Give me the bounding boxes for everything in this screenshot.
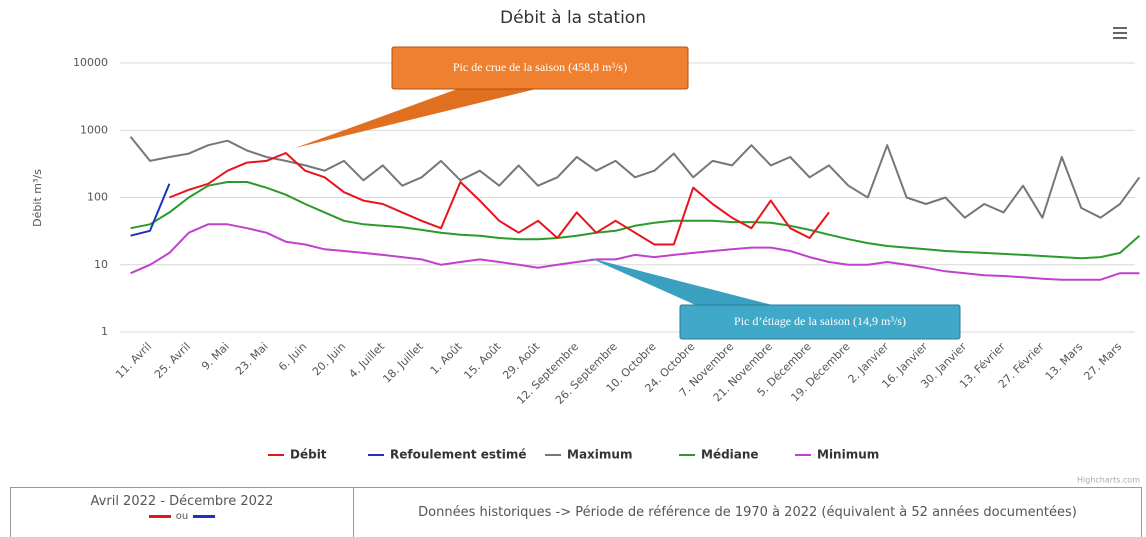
period-cell: Avril 2022 - Décembre 2022 ou [11,488,354,537]
x-tick-label: 25. Avril [152,340,193,381]
legend-label: Maximum [567,448,632,462]
x-tick-label: 1. Août [428,340,465,377]
x-tick-label: 23. Mai [233,340,271,378]
menu-icon[interactable] [1113,27,1127,39]
history: Données historiques -> Période de référe… [418,505,1077,520]
or: ou [175,511,189,522]
annotation: Pic de crue de la saison (458,8 m³/s) [453,60,627,74]
period: Avril 2022 - Décembre 2022 [90,494,274,509]
legend-label: Débit [290,448,327,462]
y-axis-label: Débit m³/s [31,169,44,227]
legend-label: Médiane [701,448,759,462]
callout-box [391,46,689,90]
x-tick-label: 13. Mars [1043,340,1086,383]
history-cell: Données historiques -> Période de référe… [354,488,1141,537]
x-tick-label: 18. Juillet [380,340,426,386]
legend-label: Minimum [817,448,879,462]
y-tick-label: 1 [101,325,108,338]
x-tick-label: 20. Juin [310,340,348,378]
legend-label: Refoulement estimé [390,448,527,462]
x-tick-label: 9. Mai [199,340,232,373]
series-line [130,223,1140,281]
info-table: Avril 2022 - Décembre 2022 ou Données hi… [10,487,1142,537]
callout-arrow [295,88,540,148]
x-tick-label: 27. Mars [1081,340,1124,383]
y-tick-label: 100 [87,191,108,204]
chart: Débit à la station Débit m³/s Highcharts… [31,8,1141,485]
y-tick-label: 1000 [80,123,108,136]
series-line [129,136,1141,219]
x-tick-label: 11. Avril [113,340,154,381]
series-line [130,181,1141,260]
callout-box [679,304,961,340]
y-tick-label: 10 [94,258,108,271]
annotation: Pic d’étiage de la saison (14,9 m³/s) [734,314,906,328]
y-tick-label: 10000 [73,56,108,69]
x-tick-label: 15. Août [461,340,503,382]
chart-title: Débit à la station [500,8,646,28]
series-line [130,183,171,237]
credits: Highcharts.com [1077,476,1140,485]
x-tick-label: 6. Juin [276,340,309,373]
callout-arrow [590,258,780,307]
series-line [169,152,830,246]
